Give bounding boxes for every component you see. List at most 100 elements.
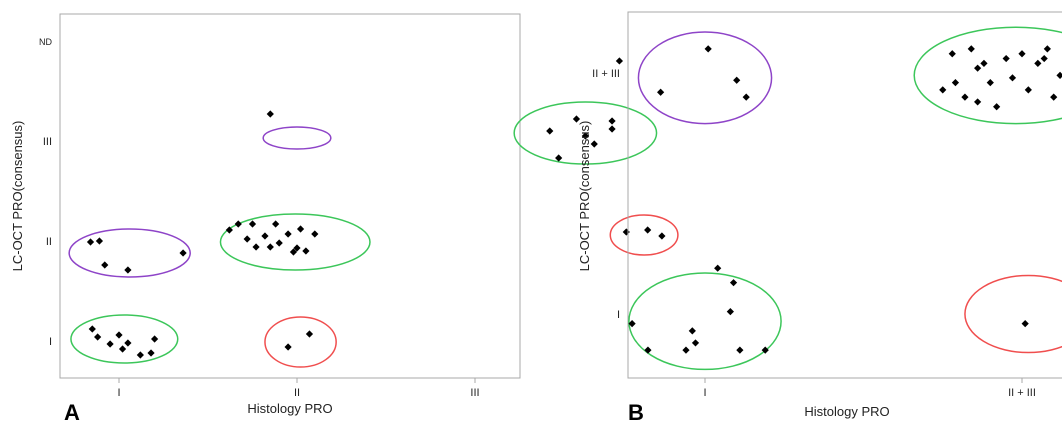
data-point [961, 93, 969, 101]
data-point [261, 232, 269, 240]
data-point [88, 325, 96, 333]
data-point [1018, 50, 1026, 58]
data-point [729, 279, 738, 287]
panel-b: I II + III I II + III Histology PRO LC-OCT… [577, 11, 1062, 425]
cluster-ellipse [264, 316, 337, 368]
y-tick-label: ND [39, 37, 52, 47]
data-point [644, 226, 652, 234]
data-point [581, 132, 589, 140]
x-tick-label: III [470, 387, 479, 399]
data-point [761, 346, 769, 354]
data-point [974, 98, 982, 106]
x-tick-label: II [294, 387, 300, 399]
x-tick-layer: I II III [117, 378, 480, 399]
data-point [615, 57, 624, 65]
cluster-ellipse [964, 274, 1062, 354]
data-point [608, 117, 616, 125]
data-point [726, 307, 734, 316]
data-point [296, 225, 305, 233]
ellipse-layer [68, 101, 679, 368]
cluster-ellipse [262, 126, 332, 150]
data-point [939, 86, 947, 94]
data-point [1034, 59, 1042, 67]
y-tick-label: I [49, 336, 52, 348]
y-tick-label: I [617, 309, 620, 321]
data-point [714, 264, 722, 272]
data-point [628, 320, 636, 328]
data-point [986, 79, 994, 87]
data-point [94, 333, 102, 341]
data-point [106, 340, 114, 348]
data-point [1043, 45, 1051, 53]
data-point [101, 261, 109, 269]
data-point [951, 79, 960, 87]
x-axis-label: Histology PRO [804, 404, 889, 419]
data-point [980, 59, 988, 67]
x-axis-label: Histology PRO [247, 401, 332, 416]
data-point [266, 110, 274, 118]
data-point [225, 226, 233, 234]
data-point [302, 247, 310, 255]
data-point [590, 140, 598, 148]
y-axis-label: LC-OCT PRO(consensus) [577, 121, 592, 272]
data-point [1008, 74, 1017, 82]
data-point [1056, 71, 1062, 80]
data-point [1050, 93, 1058, 101]
data-point [248, 220, 257, 228]
cluster-ellipse [628, 272, 782, 371]
data-point [742, 93, 750, 101]
data-point [293, 244, 301, 252]
data-point [305, 330, 314, 338]
cluster-ellipse [913, 26, 1062, 125]
data-point [86, 238, 95, 246]
plot-area-frame [59, 13, 521, 379]
x-tick-label: I [703, 387, 706, 399]
y-tick-label: III [43, 136, 52, 148]
data-point [546, 127, 554, 135]
data-point [688, 327, 696, 335]
data-point [1024, 86, 1032, 94]
data-point [272, 220, 280, 228]
data-point [118, 345, 127, 353]
y-tick-label: II + III [592, 68, 620, 80]
plot-area-frame [627, 11, 1062, 379]
data-point [644, 346, 652, 354]
data-point [1002, 54, 1010, 63]
cluster-ellipse [70, 314, 179, 364]
y-tick-layer: I II + III [592, 68, 620, 321]
panel-letter: B [628, 400, 644, 425]
data-point [608, 125, 616, 133]
data-point [234, 220, 242, 228]
x-tick-layer: I II + III [703, 378, 1036, 399]
x-tick-label: I [117, 387, 120, 399]
data-point [736, 346, 744, 354]
data-point [948, 50, 956, 58]
data-point [974, 64, 982, 72]
data-point [124, 266, 132, 274]
data-point [657, 88, 665, 96]
point-layer [615, 45, 1062, 354]
data-point [275, 239, 283, 247]
data-point [1040, 54, 1048, 63]
data-point [252, 243, 260, 251]
data-point [658, 232, 666, 240]
cluster-ellipse [219, 213, 371, 271]
data-point [572, 115, 581, 123]
y-tick-label: II [46, 236, 52, 248]
data-point [284, 230, 292, 238]
y-axis-label: LC-OCT PRO(consensus) [10, 121, 25, 272]
data-point [266, 243, 274, 251]
cluster-ellipse [609, 214, 679, 256]
cluster-ellipse [637, 31, 773, 125]
data-point [733, 76, 741, 84]
point-layer [86, 110, 666, 359]
data-point [622, 228, 630, 236]
data-point [124, 339, 132, 347]
data-point [289, 248, 298, 256]
data-point [967, 45, 975, 53]
x-tick-label: II + III [1008, 387, 1036, 399]
cluster-ellipse [68, 228, 191, 278]
